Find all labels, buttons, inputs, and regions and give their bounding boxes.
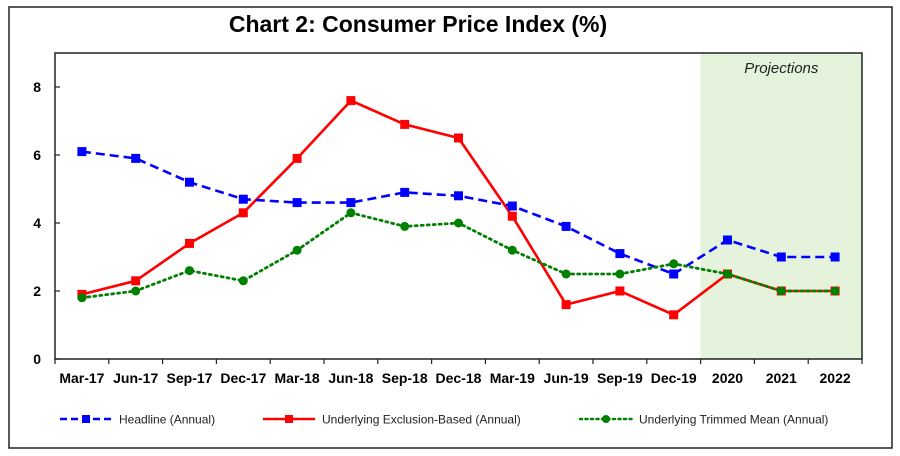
legend-marker (285, 415, 293, 423)
legend-item: Headline (Annual) (60, 413, 215, 427)
data-point (185, 238, 194, 248)
data-point (830, 286, 840, 296)
legend-label: Underlying Exclusion-Based (Annual) (322, 413, 521, 427)
legend: Headline (Annual) Underlying Exclusion-Ba… (60, 413, 828, 427)
data-point (292, 245, 302, 255)
data-point (776, 252, 786, 262)
y-tick-label: 6 (33, 147, 41, 163)
series-2 (77, 208, 840, 303)
projection-shading (700, 53, 862, 359)
data-point (346, 208, 356, 218)
data-point (615, 269, 625, 279)
x-tick-label: Jun-19 (544, 370, 589, 386)
data-point (346, 198, 356, 208)
x-tick-label: Dec-19 (651, 370, 697, 386)
data-point (77, 147, 87, 157)
data-point (238, 276, 248, 286)
x-tick-label: 2020 (712, 370, 743, 386)
projection-label: Projections (744, 60, 819, 77)
data-point (669, 269, 679, 279)
data-point (185, 266, 194, 276)
data-point (77, 293, 87, 303)
x-tick-label: 2021 (766, 370, 797, 386)
chart-title: Chart 2: Consumer Price Index (%) (229, 11, 607, 37)
legend-marker (602, 415, 610, 423)
data-point (292, 198, 302, 208)
data-point (507, 245, 517, 255)
data-point (507, 201, 517, 211)
data-point (131, 286, 141, 296)
data-point (830, 252, 840, 262)
data-point (131, 276, 141, 286)
data-point (561, 300, 571, 310)
x-tick-label: Sep-19 (597, 370, 643, 386)
data-point (723, 235, 732, 245)
data-point (400, 187, 410, 197)
x-tick-label: Dec-18 (436, 370, 482, 386)
plot-area: Projections 0 2 4 6 8 Mar-17 Jun-17 Sep-17 Dec-17… (33, 52, 863, 386)
x-tick-label: Dec-17 (220, 370, 266, 386)
data-point (131, 153, 141, 163)
data-point (507, 211, 517, 221)
x-tick-label: Mar-17 (59, 370, 104, 386)
data-point (346, 96, 356, 106)
legend-item: Underlying Exclusion-Based (Annual) (263, 413, 521, 427)
legend-marker (82, 415, 90, 423)
x-tick-label: Jun-17 (113, 370, 158, 386)
y-tick-label: 2 (33, 283, 41, 299)
data-point (669, 259, 679, 269)
plot-frame (54, 52, 863, 360)
data-point (454, 133, 463, 143)
data-point (615, 286, 625, 296)
data-point (454, 191, 463, 201)
x-tick-label: Sep-17 (167, 370, 213, 386)
legend-label: Headline (Annual) (119, 413, 215, 427)
data-point (185, 177, 194, 187)
x-tick-label: Mar-18 (275, 370, 320, 386)
data-point (454, 218, 463, 228)
data-point (615, 249, 625, 259)
y-tick-label: 4 (33, 215, 41, 231)
data-point (561, 221, 571, 231)
legend-item: Underlying Trimmed Mean (Annual) (578, 413, 828, 427)
data-point (292, 153, 302, 163)
data-point (238, 208, 248, 218)
x-tick-label: Sep-18 (382, 370, 428, 386)
data-point (561, 269, 571, 279)
x-tick-label: Jun-18 (328, 370, 373, 386)
data-point (238, 194, 248, 204)
data-point (400, 221, 410, 231)
data-point (669, 310, 679, 320)
legend-label: Underlying Trimmed Mean (Annual) (639, 413, 828, 427)
y-tick-label: 8 (33, 79, 41, 95)
data-point (400, 119, 410, 129)
series-0 (77, 147, 840, 279)
x-tick-label: Mar-19 (490, 370, 535, 386)
data-point (723, 269, 732, 279)
x-tick-label: 2022 (820, 370, 851, 386)
data-point (776, 286, 786, 296)
y-tick-label: 0 (33, 351, 41, 367)
